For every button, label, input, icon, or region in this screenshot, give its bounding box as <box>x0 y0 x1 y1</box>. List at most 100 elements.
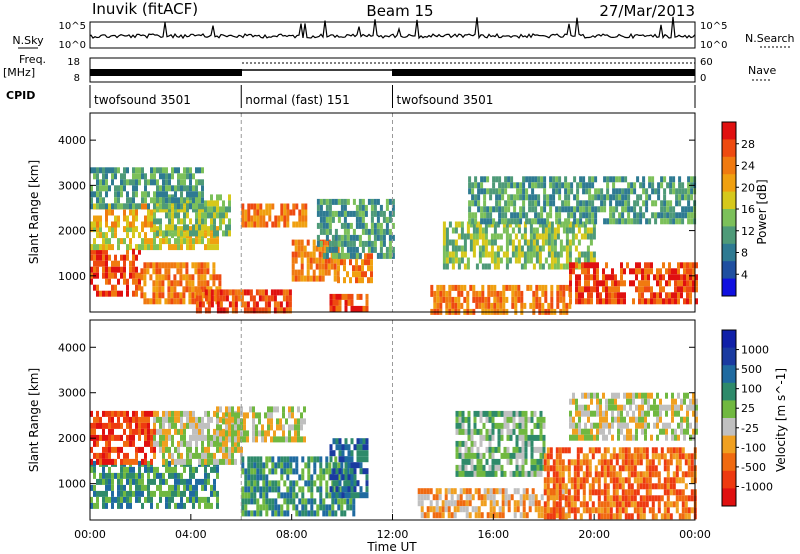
y-tick-label: 2000 <box>58 432 86 445</box>
colorbar-swatch <box>722 470 736 489</box>
colorbar-swatch <box>722 156 736 175</box>
colorbar-tick-label: -500 <box>741 461 766 474</box>
heatmap-region <box>241 456 356 517</box>
freq-unit: [MHz] <box>3 66 35 79</box>
colorbar-swatch <box>722 278 736 297</box>
heatmap-region <box>195 289 292 314</box>
n-sky-tick-low: 10^0 <box>59 40 86 51</box>
colorbar-tick-label: 100 <box>741 383 762 396</box>
velocity-colorbar-label: Velocity [m s^-1] <box>774 368 788 472</box>
nave-tick-high: 60 <box>700 57 713 68</box>
colorbar-tick-label: 16 <box>741 203 755 216</box>
colorbar-tick-label: 28 <box>741 138 755 151</box>
heatmap-region <box>337 253 373 284</box>
n-sky-label: N.Sky <box>12 34 44 47</box>
heatmap-region <box>90 248 141 297</box>
x-tick-label: 12:00 <box>377 528 409 541</box>
colorbar-tick-label: -1000 <box>741 480 773 493</box>
colorbar-tick-label: 12 <box>741 225 755 238</box>
colorbar-tick-label: 1000 <box>741 344 769 357</box>
x-tick-label: 04:00 <box>175 528 207 541</box>
colorbar-tick-label: 4 <box>741 268 748 281</box>
frequency-panel: Freq. [MHz] 18 8 60 0 Nave <box>3 53 776 84</box>
velocity-panel: 1000 2000 3000 4000 00:00 04:00 08:00 12:00 16:… <box>27 319 788 554</box>
colorbar-tick-label: -100 <box>741 441 766 454</box>
colorbar-swatch <box>722 191 736 210</box>
nave-label: Nave <box>748 64 776 77</box>
heatmap-region <box>329 293 369 312</box>
colorbar-swatch <box>722 139 736 158</box>
y-tick-label: 4000 <box>58 341 86 354</box>
colorbar-swatch <box>722 243 736 262</box>
nave-tick-low: 0 <box>700 73 706 84</box>
colorbar-swatch <box>722 365 736 384</box>
colorbar-swatch <box>722 488 736 507</box>
colorbar-tick-label: -25 <box>741 422 759 435</box>
colorbar-swatch <box>722 330 736 349</box>
colorbar-swatch <box>722 261 736 280</box>
colorbar-swatch <box>722 418 736 437</box>
power-ylabel: Slant Range [km] <box>27 160 41 264</box>
heatmap-region <box>569 392 698 441</box>
noise-trace <box>89 16 696 40</box>
colorbar-tick-label: 500 <box>741 363 762 376</box>
colorbar-swatch <box>722 174 736 193</box>
colorbar-swatch <box>722 122 736 140</box>
n-search-tick-high: 10^5 <box>700 21 727 32</box>
heatmap-region <box>241 203 308 228</box>
date-title: 27/Mar/2013 <box>599 2 695 20</box>
power-panel: 1000 2000 3000 4000 Slant Range [km] 4 8 12 16… <box>27 112 769 315</box>
colorbar-swatch <box>722 209 736 227</box>
heatmap-region <box>316 198 395 259</box>
heatmap-region <box>329 438 369 499</box>
freq-tick-high: 18 <box>67 57 80 68</box>
y-tick-label: 1000 <box>58 478 86 491</box>
heatmap-region <box>90 410 156 465</box>
cpid-segment-label: normal (fast) 151 <box>245 93 349 107</box>
y-tick-label: 3000 <box>58 179 86 192</box>
colorbar-swatch <box>722 382 736 401</box>
beam-title: Beam 15 <box>366 2 433 20</box>
y-tick-label: 2000 <box>58 225 86 238</box>
station-title: Inuvik (fitACF) <box>92 0 198 18</box>
freq-label: Freq. <box>19 53 46 66</box>
colorbar-tick-label: 25 <box>741 402 755 415</box>
y-tick-label: 4000 <box>58 134 86 147</box>
heatmap-region <box>90 203 156 228</box>
cpid-segment-label: twofsound 3501 <box>94 93 191 107</box>
velocity-ylabel: Slant Range [km] <box>27 368 41 472</box>
cpid-segment-label: twofsound 3501 <box>397 93 494 107</box>
colorbar-tick-label: 20 <box>741 181 755 194</box>
colorbar-swatch <box>722 400 736 419</box>
colorbar-tick-label: 8 <box>741 247 748 260</box>
heatmap-region <box>140 262 222 305</box>
n-search-label: N.Search <box>745 32 795 45</box>
heatmap-region <box>291 239 340 282</box>
heatmap-region <box>90 167 204 210</box>
freq-tick-low: 8 <box>74 73 80 84</box>
x-tick-label: 16:00 <box>477 528 509 541</box>
colorbar-swatch <box>722 226 736 245</box>
colorbar-tick-label: 24 <box>741 160 755 173</box>
x-tick-label: 00:00 <box>74 528 106 541</box>
noise-panel: N.Sky 10^5 10^0 N.Search 10^5 10^0 <box>12 16 795 51</box>
x-tick-label: 00:00 <box>679 528 711 541</box>
heatmap-region <box>569 262 698 305</box>
cpid-label: CPID <box>6 89 35 102</box>
heatmap-region <box>430 284 572 315</box>
colorbar-swatch <box>722 347 736 366</box>
n-search-tick-low: 10^0 <box>700 40 727 51</box>
x-tick-label: 08:00 <box>276 528 308 541</box>
heatmap-region <box>455 410 546 477</box>
x-tick-label: 20:00 <box>578 528 610 541</box>
time-axis-label: Time UT <box>366 540 417 554</box>
n-sky-tick-high: 10^5 <box>59 21 86 32</box>
heatmap-region <box>543 447 697 520</box>
heatmap-region <box>468 176 697 225</box>
cpid-bar: CPID twofsound 3501 normal (fast) 151 twof… <box>6 85 696 108</box>
y-tick-label: 3000 <box>58 387 86 400</box>
heatmap-region <box>90 460 219 509</box>
colorbar-swatch <box>722 453 736 472</box>
colorbar-swatch <box>722 435 736 454</box>
